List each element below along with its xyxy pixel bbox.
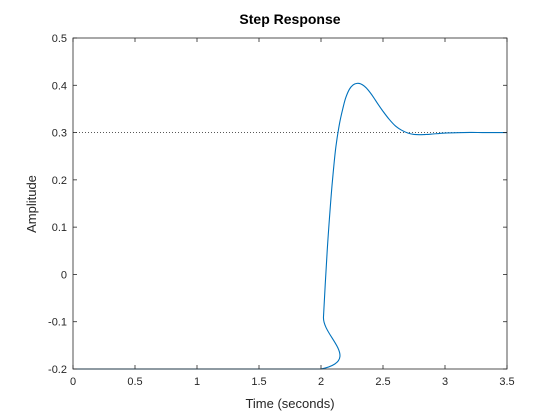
- step-response-line: [73, 82, 508, 370]
- y-axis-label: Amplitude: [24, 175, 39, 233]
- x-tick-label: 0: [70, 376, 76, 388]
- series-layer: [73, 82, 508, 370]
- y-tick-label: 0.3: [52, 128, 67, 140]
- x-tick-label: 3: [442, 376, 448, 388]
- y-tick-label: -0.2: [48, 364, 67, 376]
- x-tick-label: 3.5: [499, 376, 514, 388]
- x-axis-label: Time (seconds): [245, 396, 334, 411]
- y-tick-label: -0.1: [48, 317, 67, 329]
- chart-title: Step Response: [239, 11, 340, 27]
- y-tick-label: 0.2: [52, 175, 67, 187]
- x-tick-label: 0.5: [127, 376, 142, 388]
- x-tick-label: 2: [318, 376, 324, 388]
- plot-background: [73, 38, 507, 369]
- x-tick-label: 1.5: [251, 376, 266, 388]
- y-tick-label: 0.4: [52, 80, 67, 92]
- x-tick-label: 1: [194, 376, 200, 388]
- x-tick-label: 2.5: [375, 376, 390, 388]
- y-tick-label: 0: [61, 269, 67, 281]
- y-tick-label: 0.5: [52, 33, 67, 45]
- y-tick-label: 0.1: [52, 222, 67, 234]
- y-axis-ticks: -0.2 -0.1 0 0.1 0.2 0.3 0.4 0.5: [48, 33, 507, 376]
- plot-frame: [72, 37, 508, 370]
- x-axis-ticks: 0 0.5 1 1.5 2 2.5 3 3.5: [70, 38, 515, 388]
